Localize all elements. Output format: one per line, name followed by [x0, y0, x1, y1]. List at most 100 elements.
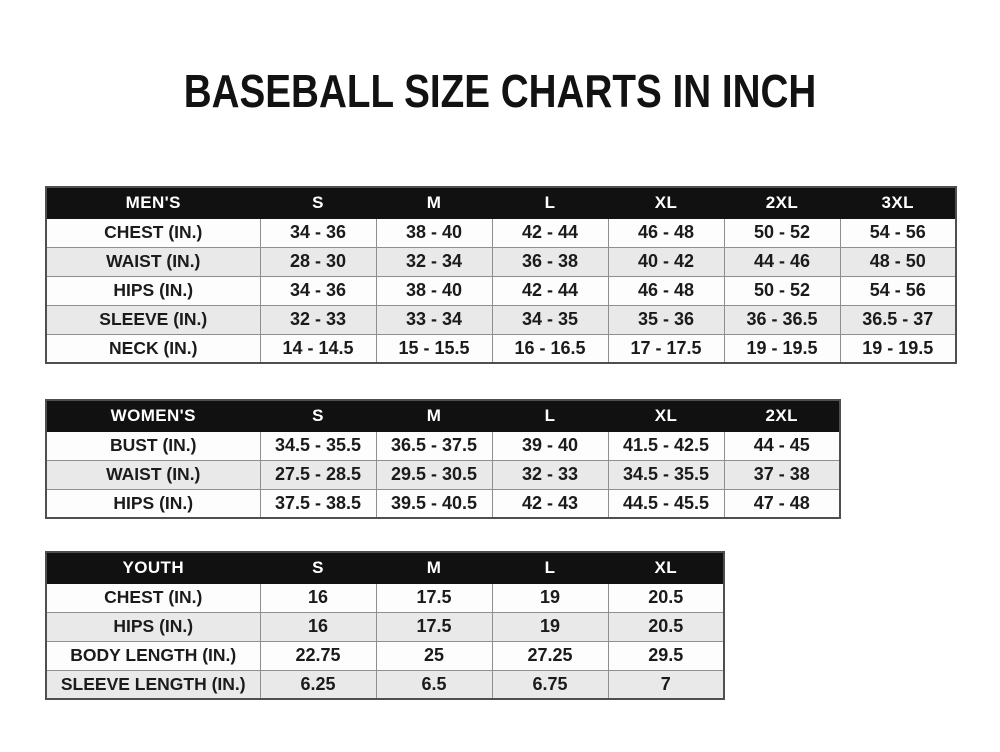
womens-size-header-s: S — [259, 399, 377, 432]
size-value-cell: 33 - 34 — [375, 304, 493, 335]
youth-table-row: BODY LENGTH (IN.) 22.75 25 27.25 29.5 — [45, 640, 725, 671]
womens-size-table: WOMEN'S S M L XL 2XL BUST (IN.) 34.5 - 35.5 36.5… — [45, 399, 841, 519]
mens-table-row: WAIST (IN.) 28 - 30 32 - 34 36 - 38 40 - 42 4… — [45, 246, 957, 277]
size-value-cell: 42 - 43 — [491, 488, 609, 519]
size-value-cell: 32 - 33 — [259, 304, 377, 335]
mens-size-header-l: L — [491, 186, 609, 219]
womens-table-row: BUST (IN.) 34.5 - 35.5 36.5 - 37.5 39 - 40 4… — [45, 430, 841, 461]
youth-size-header-l: L — [491, 551, 609, 584]
mens-header-row: MEN'S S M L XL 2XL 3XL — [45, 186, 957, 219]
mens-size-header-3xl: 3XL — [839, 186, 957, 219]
size-value-cell: 44 - 46 — [723, 246, 841, 277]
mens-table-row: SLEEVE (IN.) 32 - 33 33 - 34 34 - 35 35 - 36… — [45, 304, 957, 335]
size-value-cell: 16 — [259, 582, 377, 613]
measurement-label: SLEEVE LENGTH (IN.) — [45, 669, 261, 700]
size-value-cell: 6.5 — [375, 669, 493, 700]
size-value-cell: 19 - 19.5 — [723, 333, 841, 364]
womens-table-title-cell: WOMEN'S — [45, 399, 261, 432]
size-value-cell: 34.5 - 35.5 — [259, 430, 377, 461]
mens-size-table: MEN'S S M L XL 2XL 3XL CHEST (IN.) 34 - 36 38 - 4… — [45, 186, 957, 364]
size-value-cell: 29.5 — [607, 640, 725, 671]
mens-size-header-xl: XL — [607, 186, 725, 219]
youth-table-row: HIPS (IN.) 16 17.5 19 20.5 — [45, 611, 725, 642]
mens-table-row: HIPS (IN.) 34 - 36 38 - 40 42 - 44 46 - 48 50… — [45, 275, 957, 306]
womens-size-header-l: L — [491, 399, 609, 432]
measurement-label: NECK (IN.) — [45, 333, 261, 364]
womens-table-row: WAIST (IN.) 27.5 - 28.5 29.5 - 30.5 32 - 33… — [45, 459, 841, 490]
page-title: BASEBALL SIZE CHARTS IN INCH — [183, 65, 817, 117]
size-value-cell: 14 - 14.5 — [259, 333, 377, 364]
mens-table-row: NECK (IN.) 14 - 14.5 15 - 15.5 16 - 16.5 17 … — [45, 333, 957, 364]
size-value-cell: 34.5 - 35.5 — [607, 459, 725, 490]
measurement-label: HIPS (IN.) — [45, 275, 261, 306]
size-value-cell: 46 - 48 — [607, 217, 725, 248]
mens-table-title-cell: MEN'S — [45, 186, 261, 219]
size-value-cell: 32 - 34 — [375, 246, 493, 277]
size-value-cell: 34 - 36 — [259, 275, 377, 306]
size-value-cell: 37 - 38 — [723, 459, 841, 490]
size-value-cell: 34 - 36 — [259, 217, 377, 248]
measurement-label: BODY LENGTH (IN.) — [45, 640, 261, 671]
womens-size-header-xl: XL — [607, 399, 725, 432]
size-value-cell: 28 - 30 — [259, 246, 377, 277]
size-value-cell: 50 - 52 — [723, 275, 841, 306]
size-value-cell: 16 — [259, 611, 377, 642]
size-value-cell: 36 - 38 — [491, 246, 609, 277]
measurement-label: CHEST (IN.) — [45, 217, 261, 248]
size-value-cell: 40 - 42 — [607, 246, 725, 277]
size-value-cell: 25 — [375, 640, 493, 671]
size-value-cell: 47 - 48 — [723, 488, 841, 519]
size-value-cell: 15 - 15.5 — [375, 333, 493, 364]
size-value-cell: 17.5 — [375, 582, 493, 613]
measurement-label: WAIST (IN.) — [45, 459, 261, 490]
size-value-cell: 36.5 - 37.5 — [375, 430, 493, 461]
womens-size-header-2xl: 2XL — [723, 399, 841, 432]
size-value-cell: 39 - 40 — [491, 430, 609, 461]
size-value-cell: 17.5 — [375, 611, 493, 642]
youth-table-row: CHEST (IN.) 16 17.5 19 20.5 — [45, 582, 725, 613]
size-value-cell: 19 - 19.5 — [839, 333, 957, 364]
size-value-cell: 44.5 - 45.5 — [607, 488, 725, 519]
size-value-cell: 44 - 45 — [723, 430, 841, 461]
size-value-cell: 27.25 — [491, 640, 609, 671]
youth-table-title-cell: YOUTH — [45, 551, 261, 584]
size-value-cell: 20.5 — [607, 611, 725, 642]
measurement-label: WAIST (IN.) — [45, 246, 261, 277]
size-value-cell: 36.5 - 37 — [839, 304, 957, 335]
size-value-cell: 39.5 - 40.5 — [375, 488, 493, 519]
mens-table-row: CHEST (IN.) 34 - 36 38 - 40 42 - 44 46 - 48 5… — [45, 217, 957, 248]
size-value-cell: 36 - 36.5 — [723, 304, 841, 335]
size-value-cell: 27.5 - 28.5 — [259, 459, 377, 490]
size-value-cell: 29.5 - 30.5 — [375, 459, 493, 490]
size-value-cell: 22.75 — [259, 640, 377, 671]
measurement-label: SLEEVE (IN.) — [45, 304, 261, 335]
youth-size-header-s: S — [259, 551, 377, 584]
mens-size-header-s: S — [259, 186, 377, 219]
size-value-cell: 7 — [607, 669, 725, 700]
size-value-cell: 42 - 44 — [491, 217, 609, 248]
size-value-cell: 38 - 40 — [375, 217, 493, 248]
measurement-label: BUST (IN.) — [45, 430, 261, 461]
womens-header-row: WOMEN'S S M L XL 2XL — [45, 399, 841, 432]
size-value-cell: 48 - 50 — [839, 246, 957, 277]
measurement-label: CHEST (IN.) — [45, 582, 261, 613]
size-value-cell: 34 - 35 — [491, 304, 609, 335]
womens-table-row: HIPS (IN.) 37.5 - 38.5 39.5 - 40.5 42 - 43 4… — [45, 488, 841, 519]
size-value-cell: 54 - 56 — [839, 217, 957, 248]
youth-header-row: YOUTH S M L XL — [45, 551, 725, 584]
size-value-cell: 35 - 36 — [607, 304, 725, 335]
size-value-cell: 6.25 — [259, 669, 377, 700]
size-value-cell: 19 — [491, 611, 609, 642]
measurement-label: HIPS (IN.) — [45, 488, 261, 519]
size-value-cell: 37.5 - 38.5 — [259, 488, 377, 519]
size-value-cell: 17 - 17.5 — [607, 333, 725, 364]
size-value-cell: 6.75 — [491, 669, 609, 700]
size-value-cell: 38 - 40 — [375, 275, 493, 306]
youth-size-header-m: M — [375, 551, 493, 584]
size-value-cell: 50 - 52 — [723, 217, 841, 248]
size-value-cell: 42 - 44 — [491, 275, 609, 306]
size-value-cell: 32 - 33 — [491, 459, 609, 490]
size-value-cell: 16 - 16.5 — [491, 333, 609, 364]
size-value-cell: 46 - 48 — [607, 275, 725, 306]
size-value-cell: 19 — [491, 582, 609, 613]
